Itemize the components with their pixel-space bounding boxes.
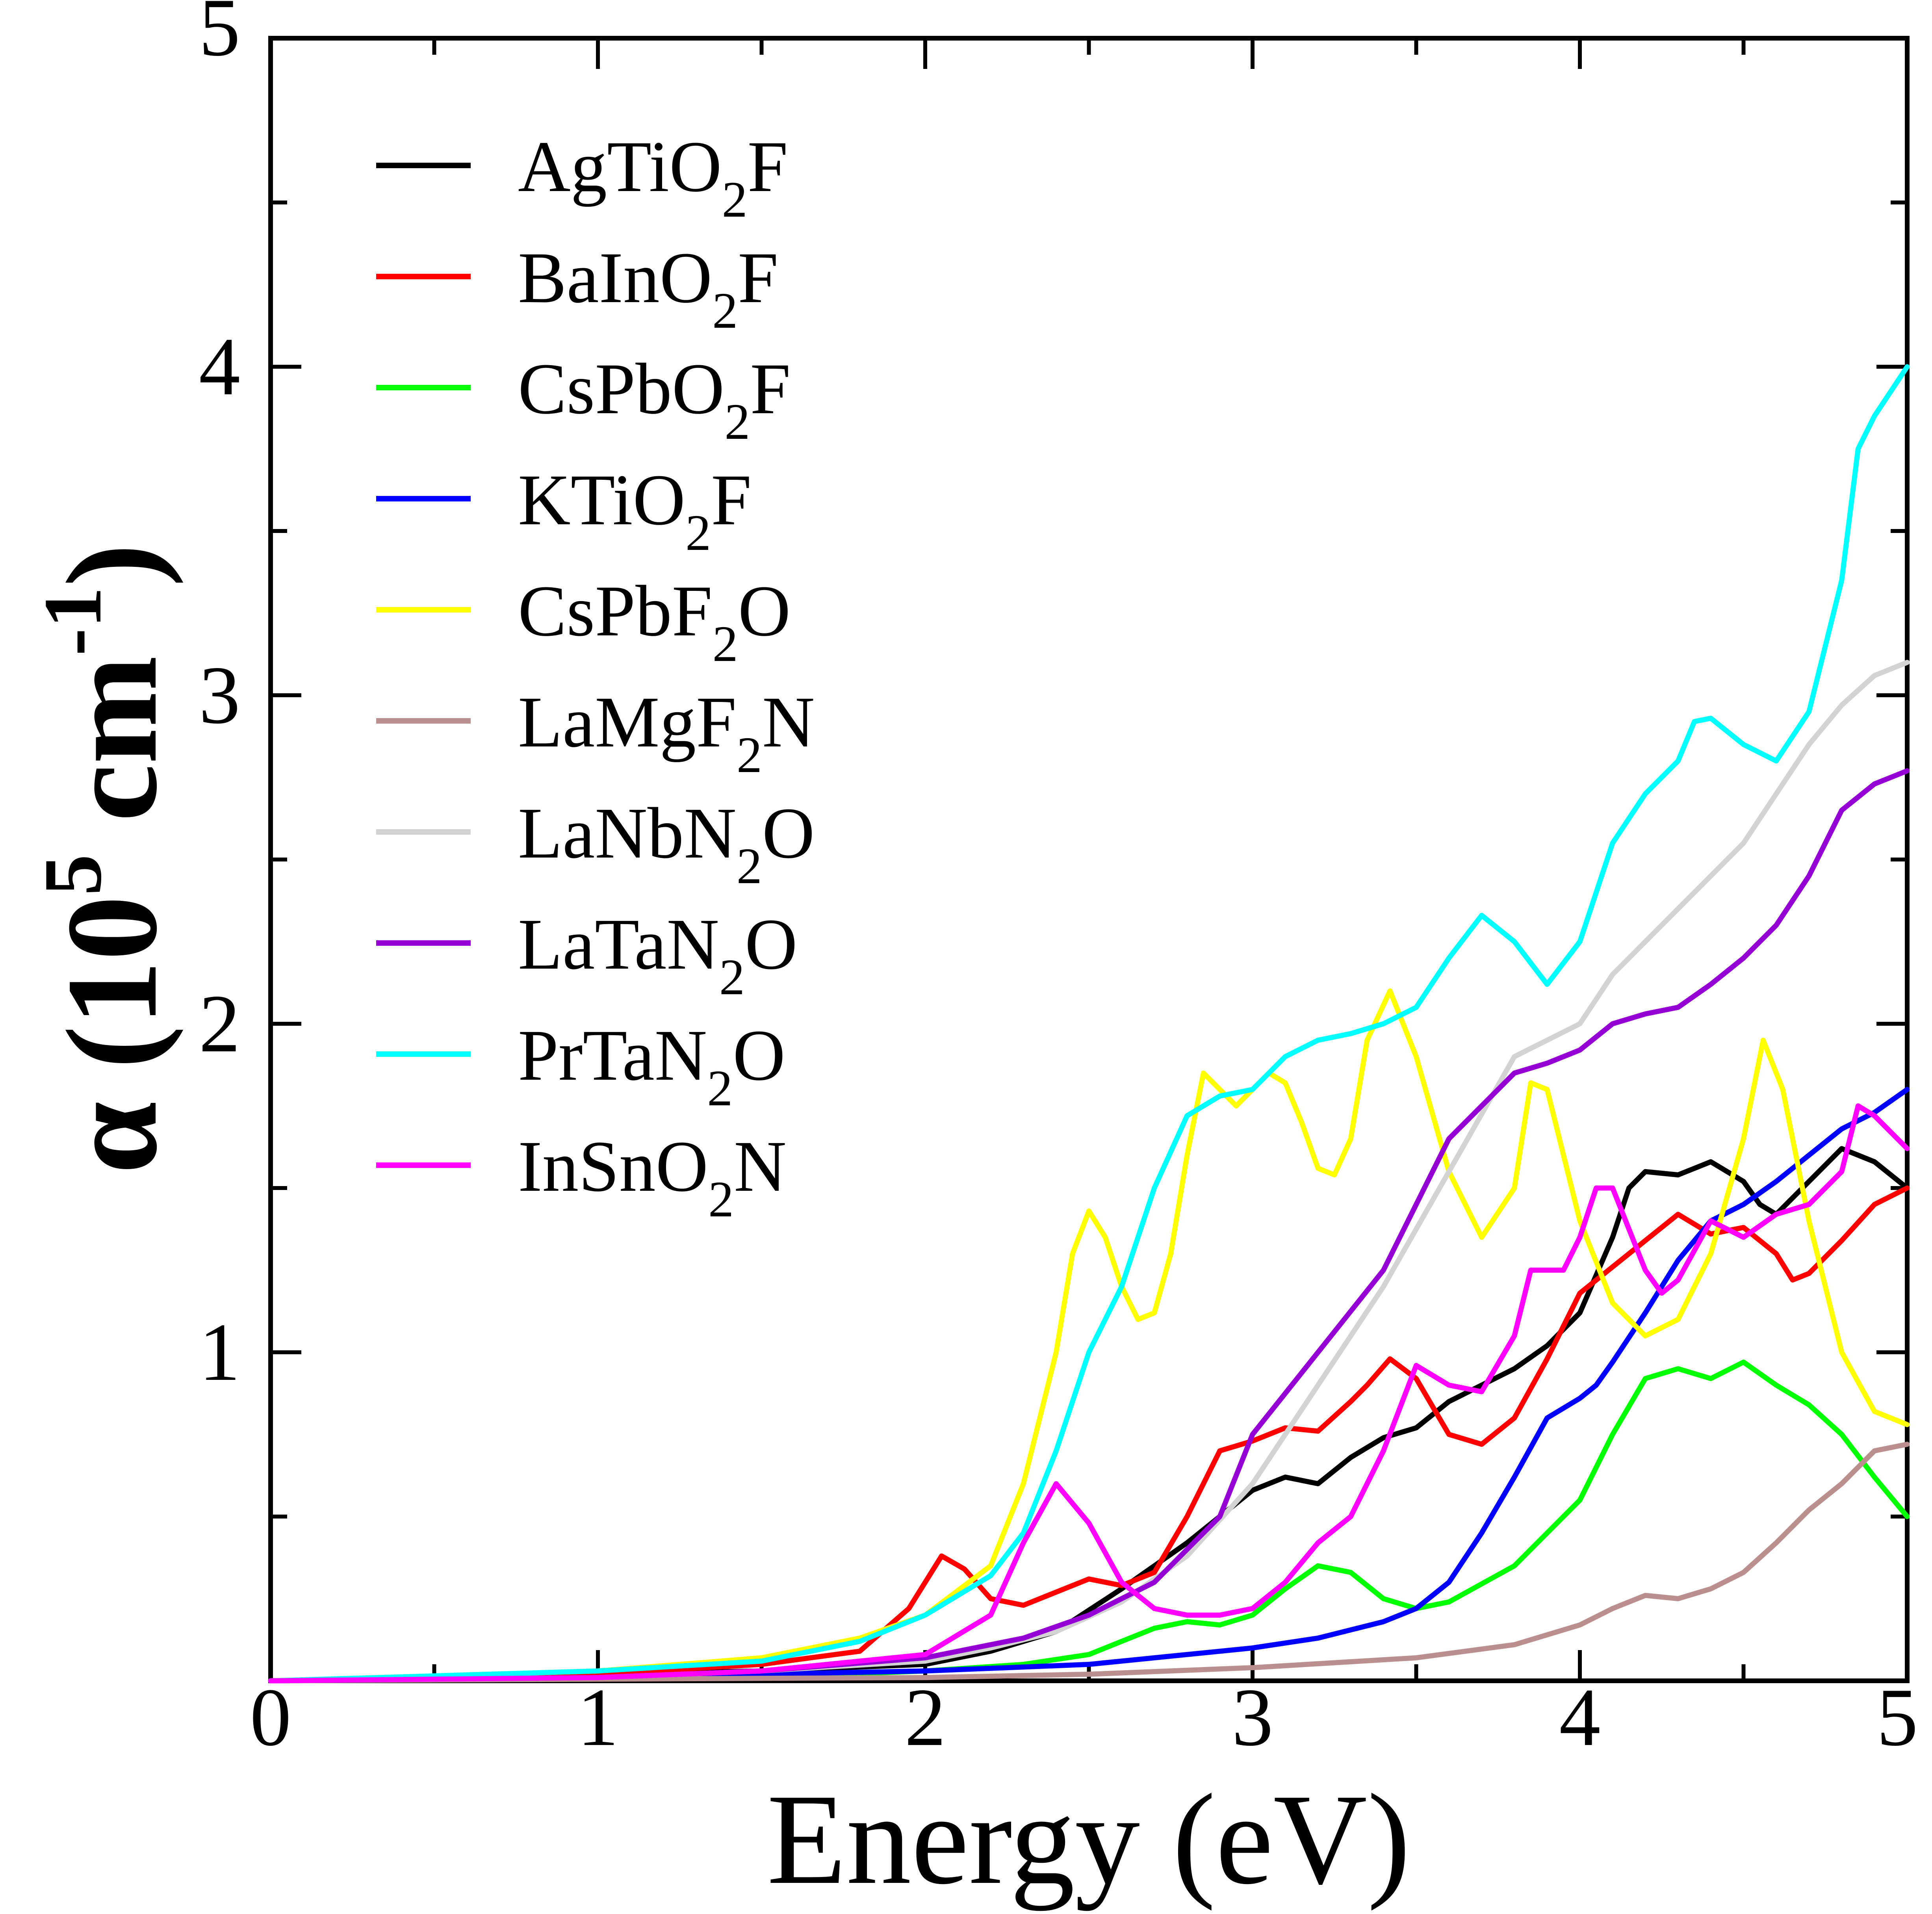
x-tick-labels: 0 1 2 3 4 5 bbox=[250, 1672, 1918, 1763]
series-line-cspbo2f bbox=[268, 1359, 1910, 1684]
x-tick-label: 3 bbox=[1232, 1672, 1273, 1763]
legend: AgTiO2FBaInO2FCsPbO2FKTiO2FCsPbF2OLaMgF2… bbox=[376, 126, 815, 1228]
legend-label-baino2f: BaInO2F bbox=[518, 238, 778, 339]
series-line-prtan2o bbox=[268, 364, 1910, 1684]
series-line-latan2o bbox=[268, 768, 1910, 1684]
y-axis-label-sup2: -1 bbox=[27, 587, 119, 656]
y-tick-label: 2 bbox=[199, 978, 240, 1069]
y-axis-label-sup1: 5 bbox=[27, 854, 119, 896]
x-tick-label: 4 bbox=[1559, 1672, 1601, 1763]
plot-frame bbox=[268, 36, 1910, 1683]
series-line-cspbf2o bbox=[268, 988, 1910, 1684]
x-tick-label: 5 bbox=[1877, 1672, 1918, 1763]
y-tick-label: 4 bbox=[199, 321, 240, 412]
x-tick-label: 1 bbox=[577, 1672, 619, 1763]
y-tick-label: 3 bbox=[199, 650, 240, 741]
y-tick-labels: 1 2 3 4 5 bbox=[199, 0, 240, 1398]
legend-label-prtan2o: PrTaN2O bbox=[518, 1015, 785, 1117]
legend-label-latan2o: LaTaN2O bbox=[518, 904, 798, 1006]
x-tick-label: 0 bbox=[250, 1672, 291, 1763]
x-tick-label: 2 bbox=[905, 1672, 946, 1763]
legend-label-insno2n: InSnO2N bbox=[518, 1126, 787, 1228]
legend-label-ktio2f: KTiO2F bbox=[518, 460, 752, 561]
legend-label-lamgf2n: LaMgF2N bbox=[518, 682, 815, 783]
series-line-insno2n bbox=[268, 1103, 1910, 1684]
x-axis-label: Energy (eV) bbox=[767, 1767, 1410, 1911]
series-line-baino2f bbox=[268, 1185, 1910, 1684]
legend-label-cspbf2o: CsPbF2O bbox=[518, 571, 791, 672]
axis-ticks bbox=[269, 36, 1909, 1683]
y-tick-label: 5 bbox=[199, 0, 240, 73]
series-line-lamgf2n bbox=[268, 1442, 1910, 1684]
legend-label-cspbo2f: CsPbO2F bbox=[518, 349, 791, 450]
y-tick-label: 1 bbox=[199, 1307, 240, 1398]
y-axis-label-end: ) bbox=[40, 544, 184, 587]
legend-label-lanbn2o: LaNbN2O bbox=[518, 793, 815, 895]
y-axis-label-base: α (10 bbox=[40, 896, 184, 1174]
y-axis-label: α (105 cm-1) bbox=[27, 544, 184, 1174]
y-axis-label-mid: cm bbox=[40, 656, 184, 854]
series-lines bbox=[268, 364, 1910, 1684]
series-line-ktio2f bbox=[268, 1087, 1910, 1684]
legend-label-agtio2f: AgTiO2F bbox=[518, 126, 788, 228]
series-line-lanbn2o bbox=[268, 660, 1910, 1684]
